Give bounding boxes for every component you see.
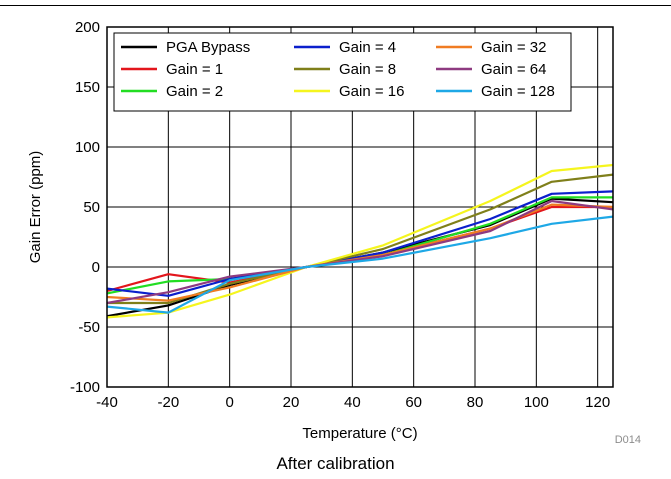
series-line: [106, 205, 613, 293]
y-tick-label: 50: [83, 199, 100, 216]
legend-label: Gain = 2: [166, 83, 223, 100]
y-axis-label: Gain Error (ppm): [27, 151, 44, 264]
x-tick-label: 80: [467, 394, 484, 411]
series-line: [106, 199, 614, 305]
x-tick-label: 100: [524, 394, 549, 411]
series-line: [106, 190, 614, 297]
y-tick-label: 0: [92, 259, 100, 276]
y-tick-label: -100: [70, 379, 100, 396]
series-layer: [106, 163, 614, 319]
y-tick-label: -50: [78, 319, 100, 336]
legend-label: Gain = 8: [339, 61, 396, 78]
legend-label: Gain = 16: [339, 83, 404, 100]
x-axis-label: Temperature (°C): [302, 425, 417, 442]
y-tick-label: 100: [75, 139, 100, 156]
series-line: [106, 163, 614, 319]
y-tick-label: 150: [75, 79, 100, 96]
x-tick-label: -20: [157, 394, 179, 411]
x-tick-label: 60: [405, 394, 422, 411]
y-tick-label: 200: [75, 19, 100, 36]
legend: PGA Bypass Gain = 1 Gain = 2 Gain = 4 Gain =…: [113, 32, 572, 112]
legend-label: Gain = 64: [481, 61, 546, 78]
figure-caption: After calibration: [276, 454, 395, 473]
x-tick-label: 40: [344, 394, 361, 411]
series-line: [107, 173, 614, 305]
x-tick-label: 20: [283, 394, 300, 411]
legend-label: Gain = 128: [481, 83, 555, 100]
plot-frame: [106, 26, 614, 388]
legend-label: Gain = 32: [481, 39, 546, 56]
legend-label: Gain = 4: [339, 39, 396, 56]
legend-box: [113, 32, 572, 112]
x-tick-label: 120: [585, 394, 610, 411]
series-line: [106, 215, 614, 314]
tick-labels: -40 -20 0 20 40 60 80 100 120 -100 -50 0 50 100 150 200: [70, 19, 610, 411]
legend-label: PGA Bypass: [166, 39, 250, 56]
top-rule: [0, 5, 671, 6]
x-tick-label: 0: [225, 394, 233, 411]
legend-label: Gain = 1: [166, 61, 223, 78]
x-tick-label: -40: [96, 394, 118, 411]
figure-id: D014: [615, 434, 641, 446]
